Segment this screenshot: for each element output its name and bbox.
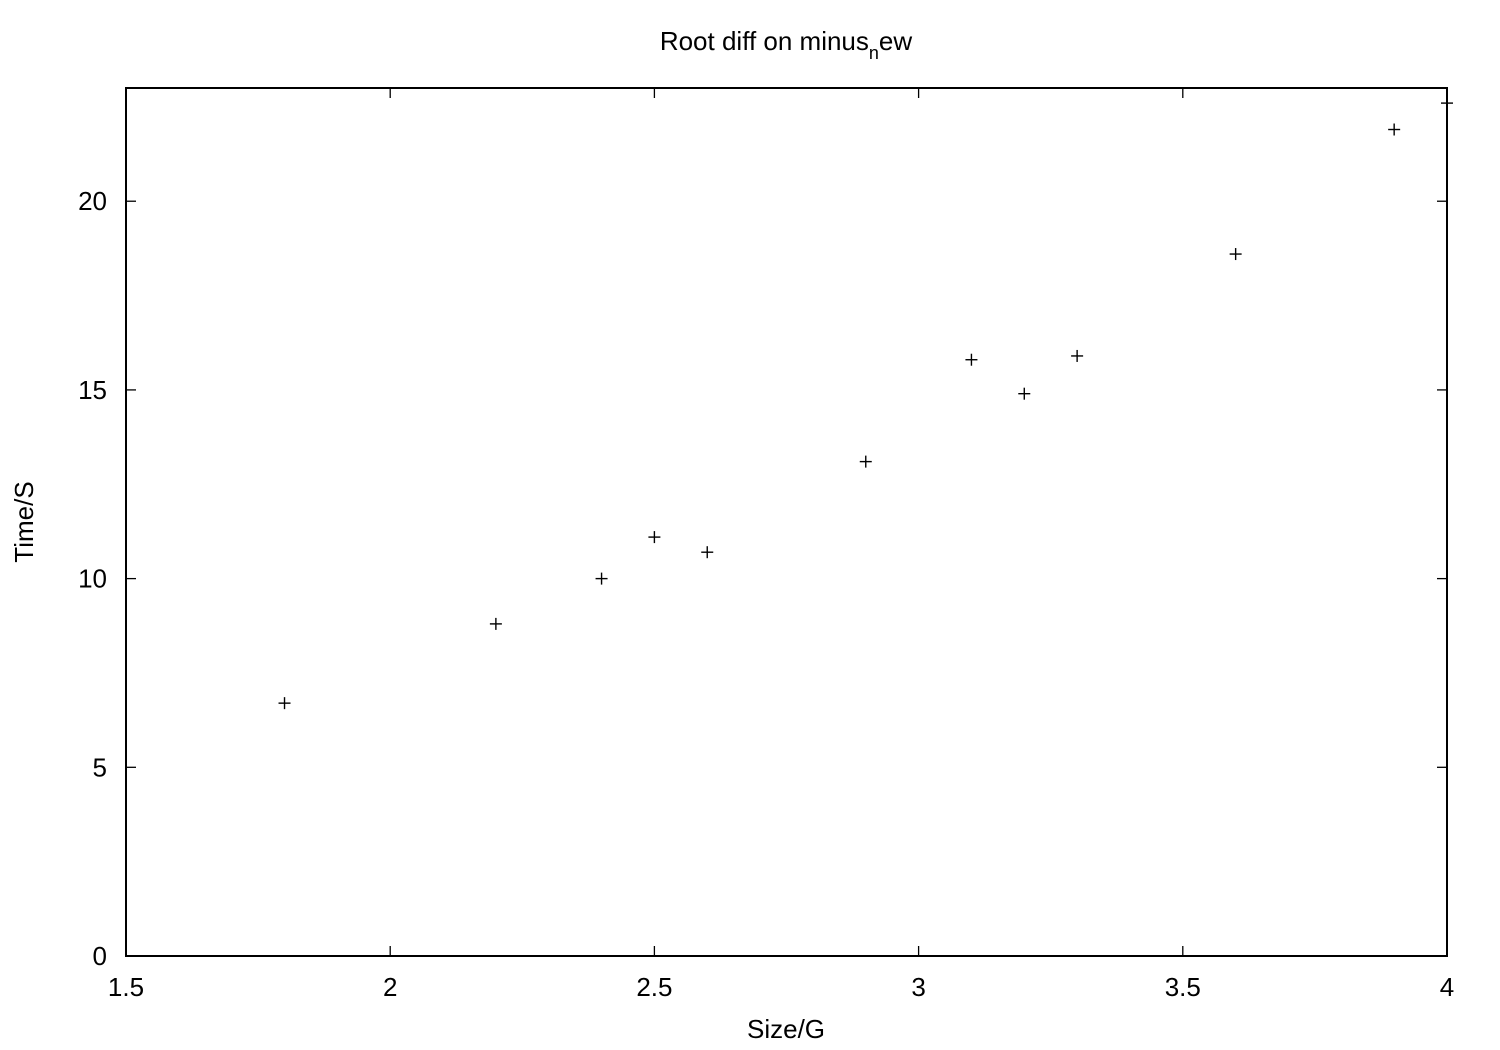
chart-title: Root diff on minusnew xyxy=(660,26,913,63)
data-point-marker xyxy=(278,697,291,710)
data-point-marker xyxy=(1388,123,1401,136)
data-point-marker xyxy=(595,572,608,585)
y-tick-label: 0 xyxy=(93,941,107,971)
y-tick-label: 15 xyxy=(78,375,107,405)
chart-title-suffix: ew xyxy=(879,26,912,56)
data-point-marker xyxy=(1018,387,1031,400)
x-tick-label: 3.5 xyxy=(1165,972,1201,1002)
x-tick-label: 4 xyxy=(1440,972,1454,1002)
y-tick-label: 5 xyxy=(93,752,107,782)
x-axis-ticks: 1.5 2 2.5 3 3.5 4 xyxy=(108,88,1454,1002)
data-point-marker xyxy=(965,353,978,366)
data-point-marker xyxy=(859,455,872,468)
y-axis-ticks: 0 5 10 15 20 xyxy=(78,186,1447,971)
chart-title-main: Root diff on minus xyxy=(660,26,869,56)
x-tick-label: 2 xyxy=(383,972,397,1002)
data-point-marker xyxy=(648,531,661,544)
y-tick-label: 10 xyxy=(78,564,107,594)
x-tick-label: 2.5 xyxy=(636,972,672,1002)
data-points xyxy=(278,97,1453,710)
data-point-marker xyxy=(489,617,502,630)
x-tick-label: 3 xyxy=(911,972,925,1002)
y-axis-label: Time/S xyxy=(9,481,39,562)
y-tick-label: 20 xyxy=(78,186,107,216)
data-point-marker xyxy=(701,546,714,559)
data-point-marker xyxy=(1229,248,1242,261)
x-axis-label: Size/G xyxy=(747,1014,825,1044)
data-point-marker xyxy=(1441,97,1453,110)
chart-title-subscript: n xyxy=(869,43,879,63)
data-point-marker xyxy=(1071,349,1084,362)
x-tick-label: 1.5 xyxy=(108,972,144,1002)
plot-frame xyxy=(125,87,1448,957)
